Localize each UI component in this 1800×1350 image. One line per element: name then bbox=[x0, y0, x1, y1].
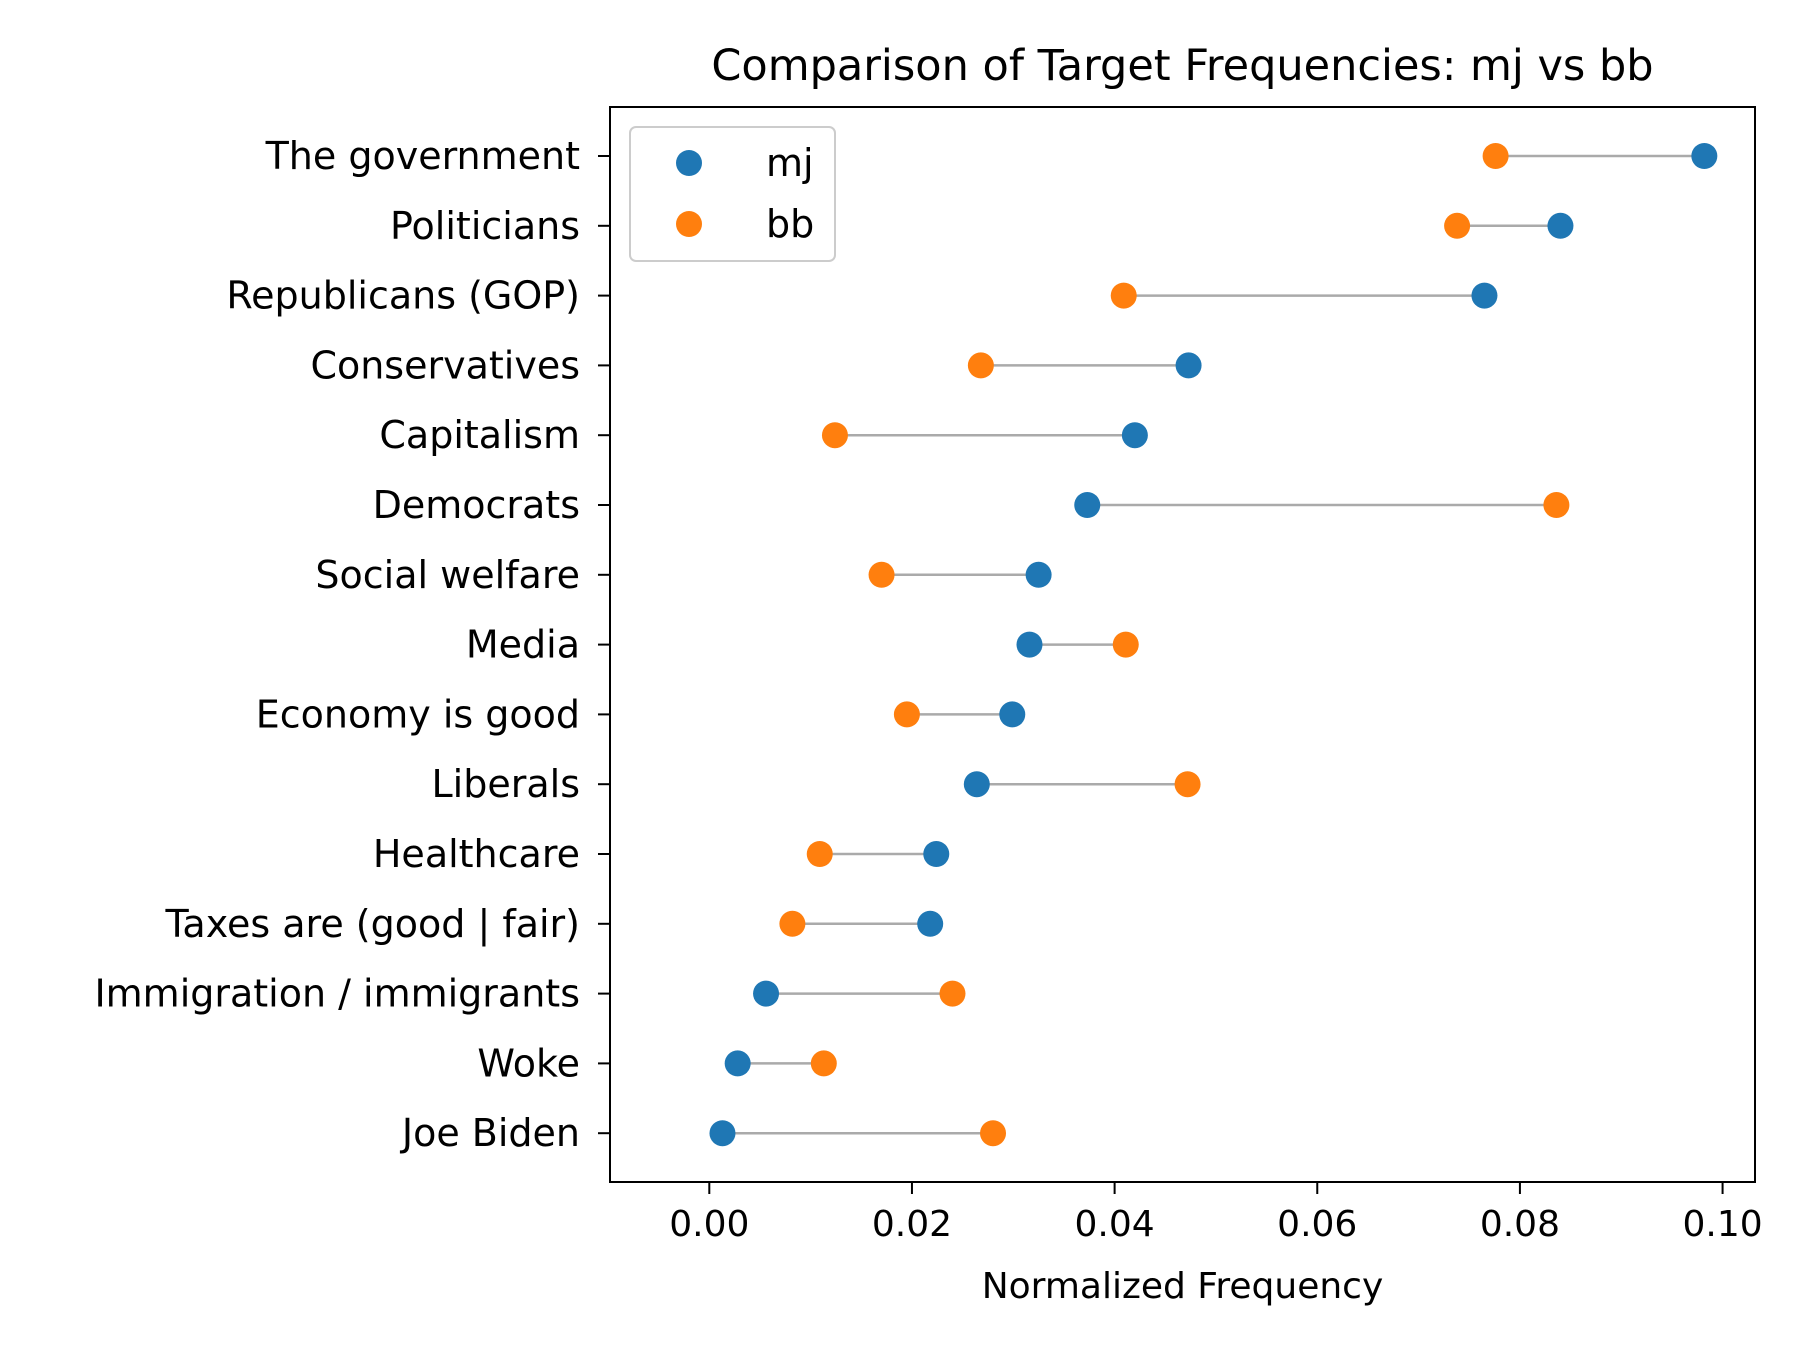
point-mj bbox=[753, 980, 780, 1007]
x-tick-label: 0.02 bbox=[872, 1204, 952, 1245]
point-bb bbox=[1110, 282, 1137, 309]
point-bb bbox=[980, 1120, 1007, 1147]
y-tick-label: Healthcare bbox=[373, 832, 580, 876]
y-tick-label: Immigration / immigrants bbox=[94, 972, 580, 1016]
point-bb bbox=[967, 352, 994, 379]
y-tick-label: Economy is good bbox=[256, 692, 580, 736]
point-bb bbox=[810, 1050, 837, 1077]
point-mj bbox=[1471, 282, 1498, 309]
point-bb bbox=[1482, 143, 1509, 169]
point-mj bbox=[709, 1120, 736, 1147]
y-tick-label: Republicans (GOP) bbox=[226, 274, 580, 318]
y-tick-label: Conservatives bbox=[310, 343, 580, 387]
legend-label-mj: mj bbox=[766, 141, 814, 185]
point-mj bbox=[1547, 212, 1574, 239]
point-bb bbox=[1174, 771, 1201, 798]
y-tick-label: Politicians bbox=[390, 204, 580, 248]
point-bb bbox=[939, 980, 966, 1007]
y-tick-label: Woke bbox=[477, 1041, 580, 1085]
point-mj bbox=[1691, 143, 1718, 169]
y-tick-label: Social welfare bbox=[315, 553, 580, 597]
point-mj bbox=[1175, 352, 1202, 379]
point-bb bbox=[806, 841, 833, 867]
x-tick-label: 0.04 bbox=[1075, 1204, 1155, 1245]
point-mj bbox=[1016, 631, 1043, 658]
point-mj bbox=[917, 910, 944, 937]
point-bb bbox=[868, 561, 895, 588]
chart-title: Comparison of Target Frequencies: mj vs … bbox=[711, 41, 1653, 91]
x-tick-label: 0.08 bbox=[1480, 1204, 1560, 1245]
point-mj bbox=[1121, 422, 1148, 449]
y-tick-label: Liberals bbox=[432, 762, 581, 806]
point-bb bbox=[821, 422, 848, 449]
y-tick-label: Capitalism bbox=[379, 413, 580, 457]
point-mj bbox=[1074, 492, 1101, 518]
x-tick-label: 0.10 bbox=[1682, 1204, 1762, 1245]
y-tick-label: Media bbox=[466, 623, 580, 667]
y-tick-label: Democrats bbox=[373, 483, 580, 527]
x-tick-label: 0.06 bbox=[1277, 1204, 1357, 1245]
y-tick-label: Joe Biden bbox=[400, 1111, 580, 1155]
point-mj bbox=[923, 841, 950, 867]
y-tick-label: The government bbox=[265, 134, 580, 178]
x-tick-label: 0.00 bbox=[669, 1204, 749, 1245]
legend-marker-bb bbox=[676, 211, 702, 237]
plot-frame bbox=[609, 106, 1756, 1183]
x-axis-label: Normalized Frequency bbox=[982, 1266, 1384, 1307]
point-mj bbox=[999, 701, 1026, 728]
y-tick-label: Taxes are (good | fair) bbox=[164, 902, 580, 947]
point-bb bbox=[1543, 492, 1570, 518]
point-mj bbox=[724, 1050, 751, 1077]
point-bb bbox=[1112, 631, 1139, 658]
point-mj bbox=[963, 771, 990, 798]
point-mj bbox=[1025, 561, 1052, 588]
axes: The government Politicians Republicans (GO… bbox=[94, 134, 1762, 1245]
legend-marker-mj bbox=[676, 150, 702, 176]
legend-label-bb: bb bbox=[766, 202, 814, 246]
point-bb bbox=[893, 701, 920, 728]
point-bb bbox=[1444, 212, 1471, 239]
plot-area bbox=[709, 143, 1718, 1147]
point-bb bbox=[779, 910, 806, 937]
legend: mj bb bbox=[629, 126, 836, 262]
